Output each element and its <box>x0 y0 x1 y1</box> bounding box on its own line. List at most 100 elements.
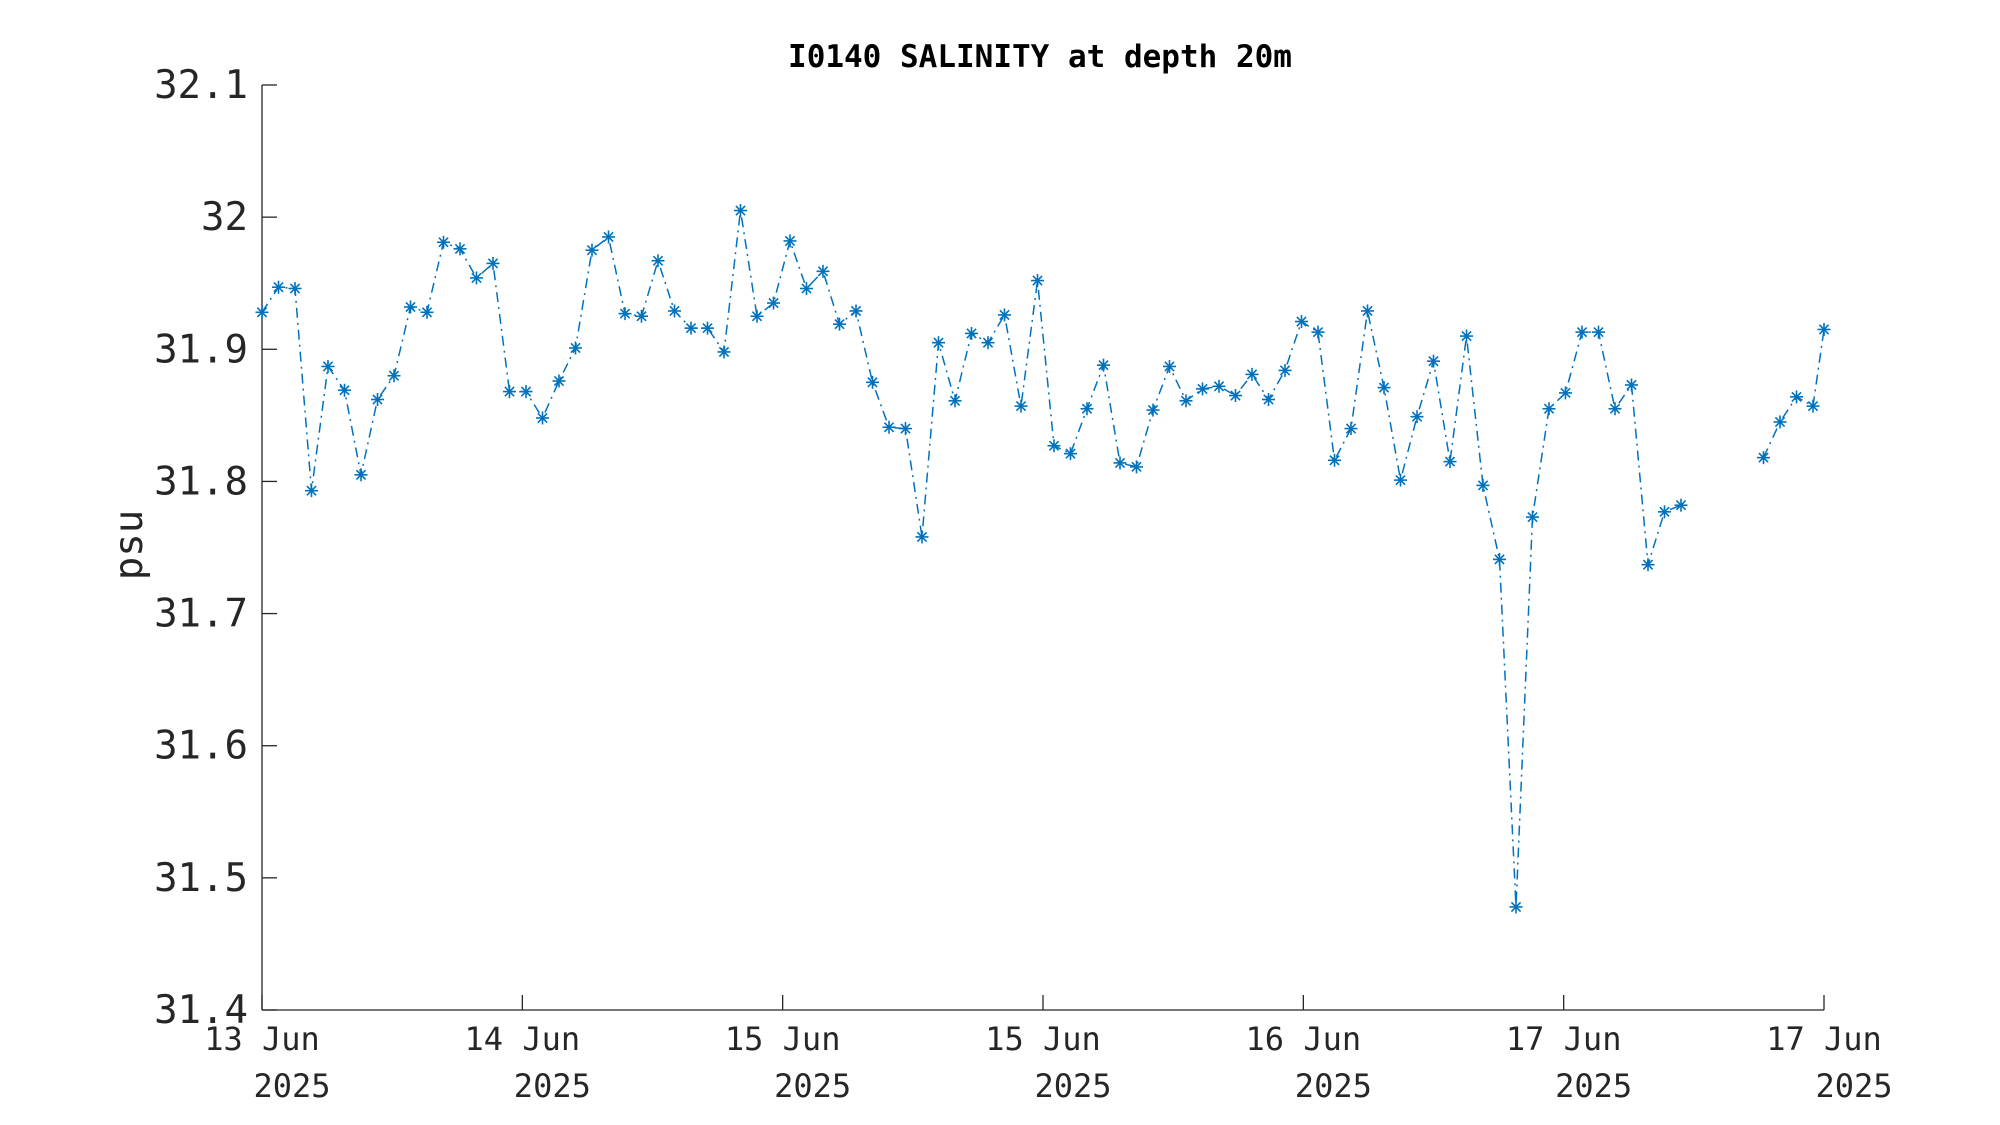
data-point <box>1641 558 1655 572</box>
y-axis-label: psu <box>107 510 152 580</box>
data-point <box>1492 552 1506 566</box>
data-point <box>1047 439 1061 453</box>
data-point <box>1657 505 1671 519</box>
data-point <box>1097 358 1111 372</box>
data-point <box>1113 456 1127 470</box>
data-point <box>997 308 1011 322</box>
x-tick-label-date: 17 Jun <box>1506 1020 1622 1058</box>
data-series <box>261 210 1825 907</box>
data-point <box>486 256 500 270</box>
x-tick-label-year: 2025 <box>1555 1067 1632 1105</box>
data-point <box>1674 498 1688 512</box>
data-point <box>304 484 318 498</box>
data-point <box>1179 394 1193 408</box>
x-tick-label-date: 17 Jun <box>1766 1020 1882 1058</box>
data-point <box>832 317 846 331</box>
y-tick-label: 32.1 <box>154 63 248 108</box>
data-point <box>1542 402 1556 416</box>
data-point <box>701 321 715 335</box>
data-point <box>717 345 731 359</box>
data-point <box>1245 367 1259 381</box>
data-point <box>1591 325 1605 339</box>
data-point <box>684 321 698 335</box>
x-tick-label-date: 15 Jun <box>725 1020 841 1058</box>
data-point <box>1196 382 1210 396</box>
data-point <box>948 394 962 408</box>
data-point <box>354 468 368 482</box>
x-tick-label-date: 14 Jun <box>465 1020 581 1058</box>
data-point <box>420 305 434 319</box>
x-tick-label-year: 2025 <box>774 1067 851 1105</box>
y-tick-label: 31.6 <box>154 724 248 769</box>
data-point <box>634 309 648 323</box>
y-tick-label: 31.7 <box>154 592 248 637</box>
y-tick-label: 32 <box>201 195 248 240</box>
data-point <box>1311 325 1325 339</box>
data-point <box>932 336 946 350</box>
data-point <box>1558 386 1572 400</box>
y-tick-label: 31.9 <box>154 327 248 372</box>
data-point <box>1262 393 1276 406</box>
y-tick-label: 31.5 <box>154 856 248 901</box>
x-tick-label-date: 13 Jun <box>204 1020 320 1058</box>
data-point <box>437 235 451 249</box>
data-point <box>1377 381 1391 395</box>
data-point <box>1625 378 1639 392</box>
data-point <box>1443 455 1457 469</box>
data-point <box>1410 410 1424 424</box>
data-point <box>1278 363 1292 377</box>
data-point <box>255 305 269 319</box>
data-point <box>733 204 747 218</box>
y-tick-label: 31.8 <box>154 459 248 504</box>
data-point <box>403 300 417 314</box>
data-point <box>272 280 286 294</box>
data-point <box>1212 379 1226 393</box>
data-point <box>618 307 632 321</box>
series-line-1 <box>261 210 1682 907</box>
data-point <box>337 383 351 397</box>
data-point <box>981 336 995 350</box>
data-point <box>1361 304 1375 318</box>
data-point <box>1526 510 1540 524</box>
data-point <box>1014 399 1028 413</box>
data-point <box>1608 402 1622 416</box>
data-point <box>1063 447 1077 461</box>
data-point <box>453 242 467 256</box>
data-point <box>965 326 979 340</box>
data-point <box>387 369 401 383</box>
data-point <box>651 254 665 268</box>
data-point <box>882 420 896 434</box>
x-tick-label-date: 16 Jun <box>1246 1020 1362 1058</box>
data-point <box>1295 315 1309 329</box>
x-tick-label-year: 2025 <box>1034 1067 1111 1105</box>
chart-title: I0140 SALINITY at depth 20m <box>788 39 1292 75</box>
axes <box>261 85 1824 1011</box>
data-point <box>1162 359 1176 373</box>
data-point <box>568 341 582 355</box>
data-point <box>1130 460 1144 474</box>
data-point <box>767 296 781 310</box>
data-point <box>1790 390 1804 404</box>
data-point <box>1806 399 1820 413</box>
data-point <box>750 309 764 323</box>
data-point <box>1344 422 1358 436</box>
data-point <box>1509 900 1523 914</box>
data-point <box>1393 473 1407 487</box>
data-point <box>799 282 813 295</box>
data-point <box>1460 329 1474 343</box>
data-point <box>1817 322 1831 336</box>
data-point <box>519 385 533 399</box>
data-point <box>502 385 516 399</box>
data-point <box>536 411 550 425</box>
data-point <box>585 243 599 257</box>
data-markers <box>255 204 1831 914</box>
data-point <box>321 359 335 373</box>
data-point <box>915 530 929 544</box>
data-point <box>1228 389 1242 403</box>
data-point <box>288 282 302 295</box>
data-point <box>552 374 566 388</box>
y-axis-ticks: 31.4 31.5 31.6 31.7 31.8 31.9 32 32.1 <box>154 63 277 1033</box>
data-point <box>1080 402 1094 416</box>
x-tick-label-year: 2025 <box>514 1067 591 1105</box>
data-point <box>1031 274 1045 288</box>
